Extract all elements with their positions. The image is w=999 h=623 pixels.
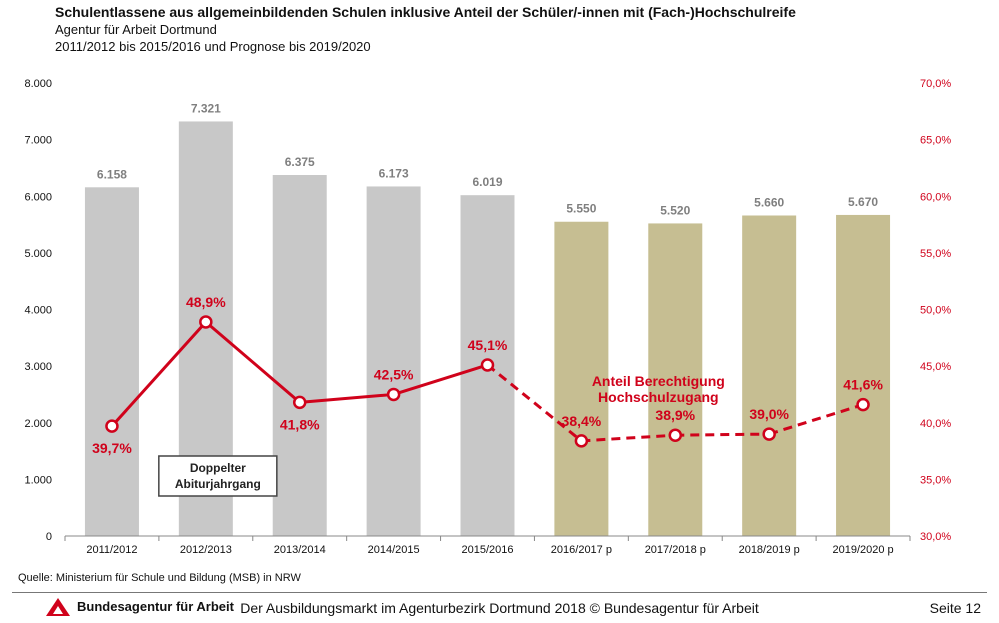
series-value-label: 38,4% bbox=[562, 413, 602, 429]
y-left-tick-label: 7.000 bbox=[24, 135, 52, 147]
series-value-label: 45,1% bbox=[468, 337, 508, 353]
series-line-segment bbox=[768, 403, 864, 436]
y-right-tick-label: 40,0% bbox=[920, 418, 951, 430]
x-tick-label: 2013/2014 bbox=[274, 544, 326, 556]
page-number: Seite 12 bbox=[929, 600, 981, 616]
y-left-tick-label: 1.000 bbox=[24, 474, 52, 486]
y-left-tick-label: 0 bbox=[46, 531, 52, 543]
chart-title: Schulentlassene aus allgemeinbildenden S… bbox=[55, 4, 796, 20]
x-tick-label: 2019/2020 p bbox=[832, 544, 893, 556]
bar-value-label: 6.375 bbox=[285, 155, 315, 169]
y-right-tick-label: 60,0% bbox=[920, 191, 951, 203]
y-right-tick-label: 50,0% bbox=[920, 305, 951, 317]
series-value-label: 39,0% bbox=[749, 406, 789, 422]
y-right-tick-label: 70,0% bbox=[920, 78, 951, 90]
bar bbox=[366, 186, 421, 537]
bar-value-label: 6.019 bbox=[472, 175, 502, 189]
x-tick-label: 2012/2013 bbox=[180, 544, 232, 556]
series-point bbox=[292, 395, 307, 410]
ba-logo-icon bbox=[46, 598, 70, 616]
series-value-label: 48,9% bbox=[186, 294, 226, 310]
series-line-segment bbox=[486, 363, 583, 443]
series-name-line2: Hochschulzugang bbox=[598, 389, 719, 405]
y-right-tick-label: 55,0% bbox=[920, 248, 951, 260]
series-line-segment bbox=[393, 363, 488, 396]
series-value-label: 39,7% bbox=[92, 440, 132, 456]
bar-value-label: 5.670 bbox=[848, 195, 878, 209]
series-line-segment bbox=[299, 392, 394, 404]
x-tick-label: 2016/2017 p bbox=[551, 544, 612, 556]
series-value-label: 42,5% bbox=[374, 366, 414, 382]
series-value-label: 38,9% bbox=[655, 407, 695, 423]
y-right-tick-label: 30,0% bbox=[920, 531, 951, 543]
series-name-line1: Anteil Berechtigung bbox=[592, 373, 725, 389]
y-left-tick-label: 2.000 bbox=[24, 418, 52, 430]
combo-chart: 0 1.000 2.000 3.000 4.000 5.000 6.000 7.000 8.00… bbox=[24, 78, 951, 556]
series-line-segment bbox=[581, 433, 676, 443]
series-point bbox=[574, 434, 589, 448]
footer-text: Der Ausbildungsmarkt im Agenturbezirk Do… bbox=[240, 600, 759, 616]
series-line-segment bbox=[675, 432, 770, 437]
y-right-tick-label: 35,0% bbox=[920, 474, 951, 486]
y-right-tick-label: 45,0% bbox=[920, 361, 951, 373]
y-left-tick-label: 6.000 bbox=[24, 191, 52, 203]
bar bbox=[648, 223, 703, 536]
y-left-tick-label: 4.000 bbox=[24, 305, 52, 317]
series-point bbox=[105, 419, 119, 433]
y-left-tick-label: 8.000 bbox=[24, 78, 52, 90]
bar bbox=[742, 215, 797, 536]
bar-value-label: 5.520 bbox=[660, 203, 690, 217]
annotation-box-line1: Doppelter bbox=[190, 461, 246, 475]
bar bbox=[84, 187, 139, 536]
series-point bbox=[762, 427, 776, 441]
series-line-segment bbox=[204, 320, 301, 404]
bar-value-label: 6.173 bbox=[379, 166, 409, 180]
x-tick-label: 2018/2019 p bbox=[739, 544, 800, 556]
x-tick-label: 2014/2015 bbox=[368, 544, 420, 556]
source-note: Quelle: Ministerium für Schule und Bildu… bbox=[18, 572, 301, 584]
x-tick-label: 2017/2018 p bbox=[645, 544, 706, 556]
annotation-box-line2: Abiturjahrgang bbox=[175, 477, 261, 491]
series-value-label: 41,6% bbox=[843, 377, 883, 393]
series-point bbox=[386, 387, 401, 402]
x-tick-label: 2011/2012 bbox=[86, 544, 137, 556]
series-line-segment bbox=[110, 320, 207, 428]
annotation-box bbox=[158, 455, 278, 497]
org-name: Bundesagentur für Arbeit bbox=[77, 599, 234, 614]
y-right-tick-label: 65,0% bbox=[920, 135, 951, 147]
series-point bbox=[199, 315, 213, 329]
bar-value-label: 5.660 bbox=[754, 196, 784, 210]
bar-value-label: 7.321 bbox=[191, 101, 221, 115]
chart-subtitle-agency: Agentur für Arbeit Dortmund bbox=[55, 22, 217, 37]
bar-value-label: 6.158 bbox=[97, 167, 127, 181]
bar bbox=[272, 175, 327, 536]
series-point bbox=[856, 397, 870, 412]
y-left-tick-label: 3.000 bbox=[24, 361, 52, 373]
x-tick-label: 2015/2016 bbox=[462, 544, 514, 556]
series-value-label: 41,8% bbox=[280, 416, 320, 432]
bar-value-label: 5.550 bbox=[566, 202, 596, 216]
bar bbox=[836, 214, 891, 536]
y-left-tick-label: 5.000 bbox=[24, 248, 52, 260]
series-point bbox=[480, 358, 495, 372]
footer-divider bbox=[12, 592, 987, 593]
bar bbox=[554, 221, 609, 536]
chart-subtitle-period: 2011/2012 bis 2015/2016 und Prognose bis… bbox=[55, 39, 371, 54]
series-point bbox=[668, 428, 683, 442]
